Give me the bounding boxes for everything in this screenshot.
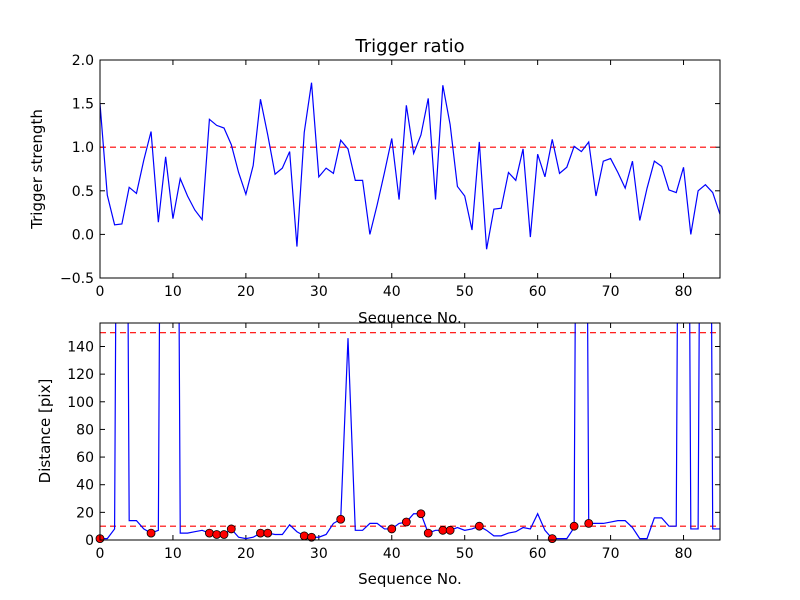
triggered-point [212,530,222,539]
top-y-axis-label: Trigger strength [28,109,46,230]
y-tick-label: 1.0 [72,140,94,156]
triggered-point [474,521,484,531]
x-tick-label: 50 [456,284,474,300]
top-plot-area [100,60,720,278]
triggered-point [445,525,455,535]
distance-line [100,323,720,540]
bottom-plot-frame [99,322,721,541]
bottom-axis-ticks: 0 10 20 30 40 50 60 70 80 0 20 40 60 80 100 120 140 [67,323,720,562]
top-axis-ticks: 0 10 20 30 40 50 60 70 80 −0.5 0.0 0.5 1.0 1.5 2.0 [60,53,720,300]
bottom-y-axis-label: Distance [pix] [36,379,54,484]
x-tick-label: 10 [164,284,182,300]
x-tick-label: 40 [383,284,401,300]
triggered-point [219,530,229,539]
triggered-point [256,528,265,538]
triggered-point [584,519,594,528]
trigger-ratio-chart: Trigger ratio Sequence No. Trigger stren… [28,36,721,327]
y-tick-label: 120 [67,367,94,383]
x-tick-label: 50 [456,546,474,562]
triggered-point [205,528,214,538]
triggered-point [336,514,346,524]
y-tick-label: 0.5 [72,184,94,200]
y-tick-label: 60 [76,450,94,466]
triggered-point [387,524,397,534]
y-tick-label: −0.5 [60,271,94,287]
triggered-point [263,528,273,538]
x-tick-label: 80 [675,284,693,300]
x-tick-label: 30 [310,546,328,562]
x-tick-label: 30 [310,284,328,300]
y-tick-label: 0 [85,533,94,549]
y-tick-label: 2.0 [72,53,94,69]
x-tick-label: 80 [675,546,693,562]
x-tick-label: 0 [96,546,105,562]
trigger-strength-line [100,82,720,250]
y-tick-label: 140 [67,339,94,355]
x-tick-label: 60 [529,284,547,300]
triggered-point [569,521,579,531]
x-tick-label: 60 [529,546,547,562]
triggered-point [416,509,426,519]
x-tick-label: 20 [237,546,255,562]
x-tick-label: 0 [96,284,105,300]
triggered-point [307,532,316,542]
bottom-plot-area [100,323,720,540]
x-tick-label: 70 [602,546,620,562]
triggered-point [299,531,309,541]
triggered-markers [95,509,594,544]
x-tick-label: 10 [164,546,182,562]
bottom-x-axis-label: Sequence No. [358,570,462,588]
x-tick-label: 20 [237,284,255,300]
triggered-point [423,528,433,538]
triggered-point [401,517,411,527]
distance-chart: Sequence No. Distance [pix] 0 10 20 30 40 50 6… [36,322,721,588]
y-tick-label: 0.0 [72,227,94,243]
x-tick-label: 40 [383,546,401,562]
y-tick-label: 80 [76,422,94,438]
y-tick-label: 20 [76,505,94,521]
triggered-point [547,534,557,544]
top-chart-title: Trigger ratio [354,36,464,57]
triggered-point [438,525,448,535]
y-tick-label: 1.5 [72,97,94,113]
top-plot-frame [99,59,721,279]
triggered-point [146,528,156,538]
x-tick-label: 70 [602,284,620,300]
y-tick-label: 40 [76,478,94,494]
triggered-point [226,524,236,534]
y-tick-label: 100 [67,395,94,411]
bottom-threshold-lines [100,332,720,527]
